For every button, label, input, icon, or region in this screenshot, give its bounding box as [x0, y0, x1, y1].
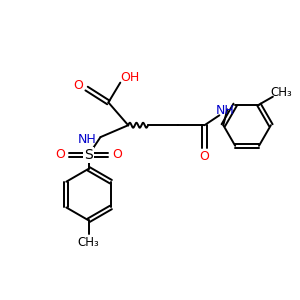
- Text: O: O: [74, 79, 84, 92]
- Text: NH: NH: [216, 104, 235, 117]
- Text: O: O: [55, 148, 65, 161]
- Text: O: O: [200, 150, 209, 164]
- Text: S: S: [84, 148, 93, 162]
- Text: CH₃: CH₃: [270, 86, 292, 99]
- Text: OH: OH: [121, 71, 140, 84]
- Text: CH₃: CH₃: [78, 236, 99, 249]
- Text: O: O: [112, 148, 122, 161]
- Text: NH: NH: [78, 133, 97, 146]
